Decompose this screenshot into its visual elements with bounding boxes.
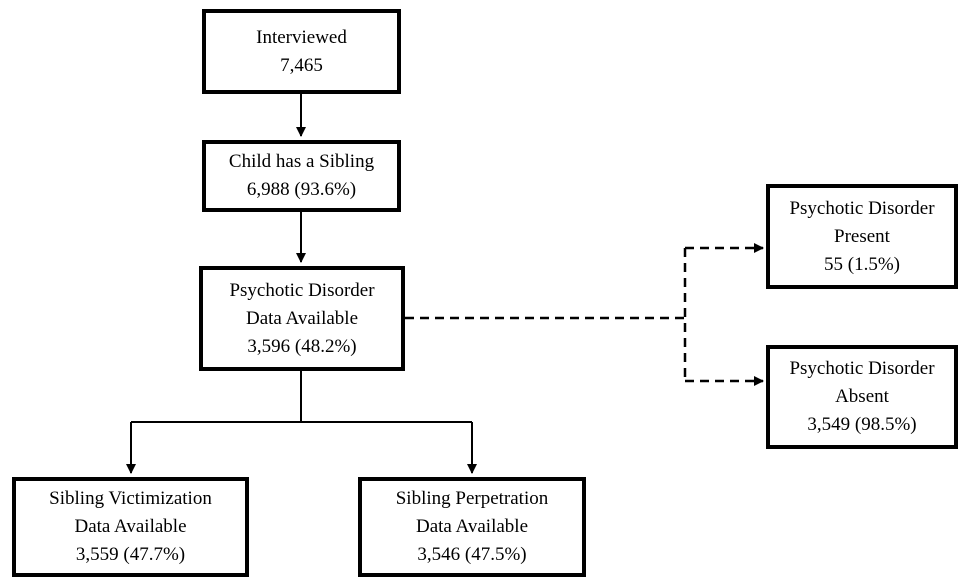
node-present-label-2: Present — [834, 225, 890, 247]
node-interviewed: Interviewed 7,465 — [202, 9, 401, 94]
node-psychotic-absent: Psychotic Disorder Absent 3,549 (98.5%) — [766, 345, 958, 449]
node-sibling-perpetration: Sibling Perpetration Data Available 3,54… — [358, 477, 586, 577]
node-perpetration-count: 3,546 (47.5%) — [417, 544, 527, 565]
node-psychotic-label-2: Data Available — [245, 307, 358, 329]
node-psychotic-count: 3,596 (48.2%) — [247, 335, 357, 357]
node-child-has-sibling: Child has a Sibling 6,988 (93.6%) — [202, 140, 401, 212]
node-absent-label-2: Absent — [835, 386, 889, 407]
node-present-count: 55 (1.5%) — [824, 253, 900, 275]
node-present-label-1: Psychotic Disorder — [789, 197, 935, 219]
node-victimization-label-2: Data Available — [74, 516, 187, 537]
node-psychotic-disorder-data: Psychotic Disorder Data Available 3,596 … — [199, 266, 405, 371]
node-victimization-count: 3,559 (47.7%) — [75, 544, 186, 565]
node-victimization-label-1: Sibling Victimization — [49, 488, 212, 509]
node-psychotic-label-1: Psychotic Disorder — [229, 279, 375, 301]
node-interviewed-label: Interviewed — [256, 26, 347, 48]
node-sibling-victimization: Sibling Victimization Data Available 3,5… — [12, 477, 249, 577]
node-sibling-count: 6,988 (93.6%) — [246, 179, 357, 200]
node-interviewed-count: 7,465 — [280, 54, 323, 76]
node-psychotic-present: Psychotic Disorder Present 55 (1.5%) — [766, 184, 958, 289]
node-absent-count: 3,549 (98.5%) — [807, 414, 917, 435]
node-perpetration-label-2: Data Available — [415, 516, 528, 537]
node-sibling-label: Child has a Sibling — [228, 151, 375, 172]
node-absent-label-1: Psychotic Disorder — [789, 358, 935, 379]
node-perpetration-label-1: Sibling Perpetration — [395, 488, 549, 509]
